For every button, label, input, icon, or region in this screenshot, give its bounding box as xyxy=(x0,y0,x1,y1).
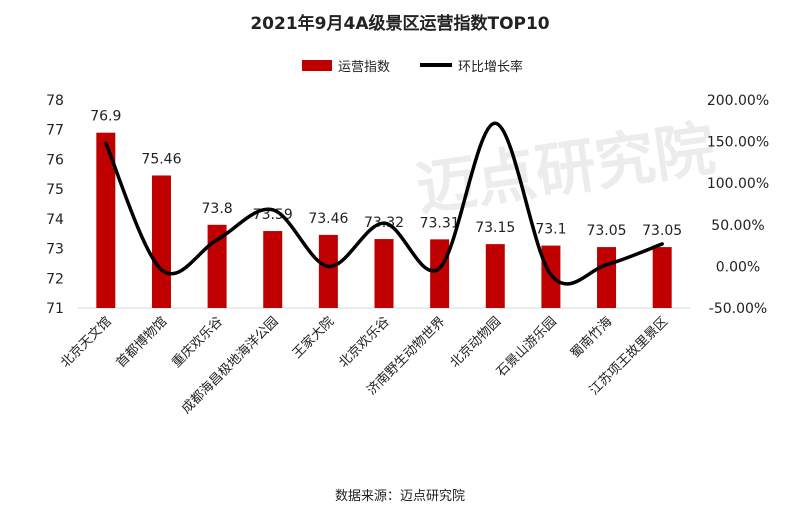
legend-bar-label: 运营指数 xyxy=(338,60,390,75)
category-label: 北京天文馆 xyxy=(58,314,115,371)
data-label: 73.1 xyxy=(535,222,566,238)
right-tick-label: 50.00% xyxy=(711,218,764,234)
bar xyxy=(430,239,450,308)
category-label: 北京欢乐谷 xyxy=(336,314,393,371)
data-label: 73.15 xyxy=(475,220,515,236)
left-tick-label: 78 xyxy=(46,93,64,109)
bar xyxy=(597,247,617,308)
legend: 运营指数 环比增长率 xyxy=(302,59,523,75)
data-label: 76.9 xyxy=(90,109,121,125)
legend-bar-swatch xyxy=(302,60,332,71)
left-tick-label: 77 xyxy=(46,123,64,139)
watermark: 迈点研究院 xyxy=(412,114,719,225)
data-label: 73.8 xyxy=(202,201,233,217)
growth-rate-line xyxy=(104,121,664,286)
category-label: 王家大院 xyxy=(289,314,337,362)
bar xyxy=(96,132,116,308)
category-label: 首都博物馆 xyxy=(114,314,171,371)
left-tick-label: 76 xyxy=(46,152,64,168)
category-label: 石景山游乐园 xyxy=(494,314,560,380)
left-tick-label: 74 xyxy=(46,212,64,228)
data-label: 73.05 xyxy=(586,223,626,239)
left-tick-label: 73 xyxy=(46,242,64,258)
data-label: 75.46 xyxy=(141,151,181,167)
bar xyxy=(374,239,394,308)
source-note: 数据来源：迈点研究院 xyxy=(335,489,465,504)
bar xyxy=(485,244,505,308)
legend-line-label: 环比增长率 xyxy=(458,59,523,75)
data-label: 73.46 xyxy=(308,211,348,227)
bar xyxy=(318,234,338,308)
bar xyxy=(207,224,227,308)
right-tick-label: 200.00% xyxy=(707,93,769,109)
category-label: 成都海昌极地海洋公园 xyxy=(179,314,282,417)
chart-title: 2021年9月4A级景区运营指数TOP10 xyxy=(250,13,549,34)
left-tick-label: 75 xyxy=(46,182,64,198)
right-tick-label: -50.00% xyxy=(709,301,767,317)
bar xyxy=(652,247,672,308)
bar xyxy=(263,231,283,308)
category-label: 蜀南竹海 xyxy=(567,314,615,362)
category-label: 北京动物园 xyxy=(448,314,505,371)
right-tick-label: 100.00% xyxy=(707,176,769,192)
right-tick-label: 150.00% xyxy=(707,135,769,151)
left-tick-label: 71 xyxy=(46,301,64,317)
data-label: 73.05 xyxy=(642,223,682,239)
left-tick-label: 72 xyxy=(46,271,64,287)
data-label: 73.31 xyxy=(420,215,460,231)
bar xyxy=(151,175,171,308)
right-tick-label: 0.00% xyxy=(716,259,760,275)
category-label: 重庆欢乐谷 xyxy=(169,314,226,371)
